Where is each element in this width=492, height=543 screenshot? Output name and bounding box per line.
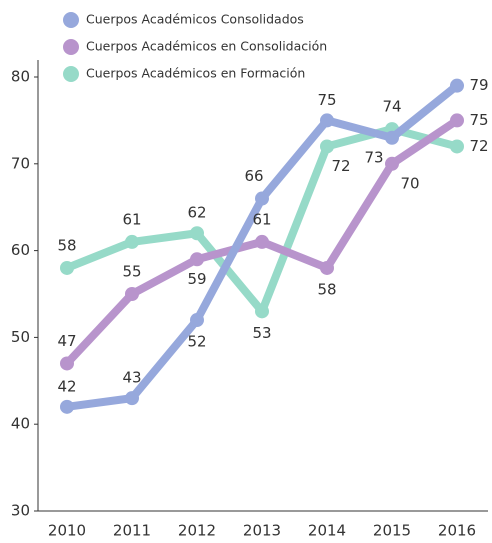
point <box>255 191 269 206</box>
point <box>320 139 334 154</box>
data-label: 61 <box>122 210 141 228</box>
legend-label: Cuerpos Académicos en Formación <box>86 66 305 81</box>
point <box>60 399 74 414</box>
series <box>60 122 464 319</box>
data-label: 75 <box>317 91 336 109</box>
data-label: 61 <box>252 210 271 228</box>
series <box>60 113 464 371</box>
data-label: 70 <box>400 174 419 192</box>
point <box>385 156 399 171</box>
data-label: 66 <box>244 167 263 185</box>
point <box>450 78 464 93</box>
y-tick-label: 70 <box>11 154 30 172</box>
data-label: 53 <box>252 324 271 342</box>
legend-marker <box>63 66 79 82</box>
x-tick-label: 2013 <box>243 522 281 540</box>
point <box>125 234 139 249</box>
point <box>450 139 464 154</box>
data-label: 43 <box>122 369 141 387</box>
y-tick-label: 30 <box>11 502 30 520</box>
data-label: 42 <box>57 377 76 395</box>
data-label: 47 <box>57 332 76 350</box>
point <box>450 113 464 128</box>
legend-label: Cuerpos Académicos en Consolidación <box>86 39 327 54</box>
x-tick-label: 2010 <box>48 522 86 540</box>
data-label: 73 <box>364 148 383 166</box>
data-label: 59 <box>187 270 206 288</box>
point <box>190 252 204 267</box>
data-label: 79 <box>469 76 488 94</box>
data-label: 62 <box>187 204 206 222</box>
data-label: 72 <box>469 137 488 155</box>
y-tick-label: 80 <box>11 68 30 86</box>
x-tick-label: 2016 <box>438 522 476 540</box>
data-label: 52 <box>187 333 206 351</box>
point <box>255 234 269 249</box>
data-label: 58 <box>57 236 76 254</box>
point <box>320 113 334 128</box>
point <box>255 304 269 319</box>
y-tick-label: 50 <box>11 328 30 346</box>
point <box>125 287 139 301</box>
data-label: 74 <box>382 98 401 116</box>
legend-marker <box>63 39 79 55</box>
x-tick-label: 2011 <box>113 522 151 540</box>
y-tick-label: 40 <box>11 415 30 433</box>
data-label: 75 <box>469 111 488 129</box>
legend-marker <box>63 12 79 28</box>
point <box>125 391 139 406</box>
point <box>385 130 399 145</box>
y-tick-label: 60 <box>11 241 30 259</box>
point <box>60 260 74 275</box>
data-label: 55 <box>122 263 141 281</box>
point <box>60 356 74 371</box>
point <box>320 260 334 275</box>
legend-label: Cuerpos Académicos Consolidados <box>86 12 304 27</box>
x-tick-label: 2015 <box>373 522 411 540</box>
x-tick-label: 2014 <box>308 522 346 540</box>
x-tick-label: 2012 <box>178 522 216 540</box>
point <box>190 226 204 241</box>
data-label: 58 <box>317 280 336 298</box>
series <box>60 78 464 414</box>
point <box>190 313 204 328</box>
data-label: 72 <box>331 157 350 175</box>
